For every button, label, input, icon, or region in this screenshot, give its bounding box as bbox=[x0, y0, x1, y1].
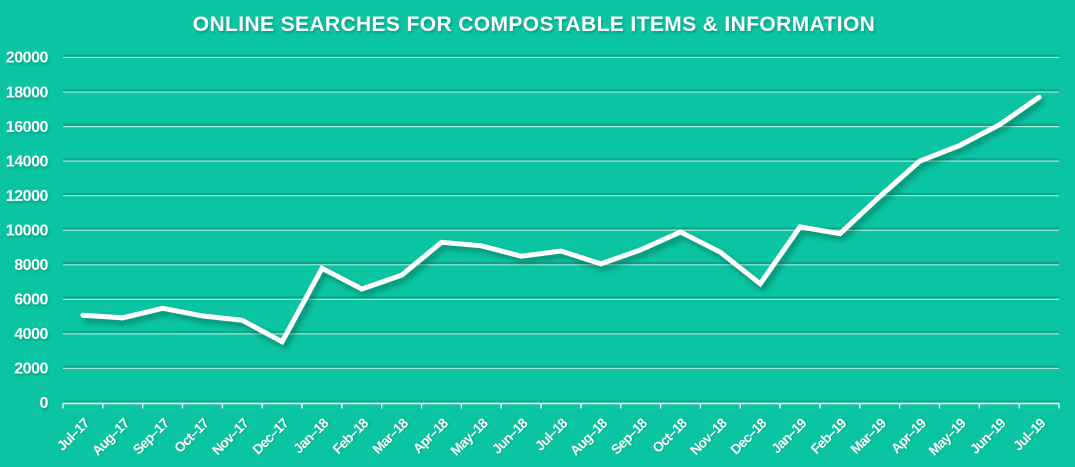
svg-text:Sep–17: Sep–17 bbox=[130, 415, 172, 457]
svg-text:Apr–18: Apr–18 bbox=[410, 415, 451, 456]
svg-text:May–19: May–19 bbox=[926, 415, 969, 458]
svg-text:Jan–18: Jan–18 bbox=[291, 415, 332, 456]
svg-text:Mar–19: Mar–19 bbox=[848, 415, 890, 457]
svg-text:0: 0 bbox=[40, 395, 49, 412]
svg-text:Mar–18: Mar–18 bbox=[370, 415, 412, 457]
svg-text:2000: 2000 bbox=[14, 361, 48, 378]
svg-text:20000: 20000 bbox=[6, 50, 49, 67]
svg-text:16000: 16000 bbox=[6, 119, 49, 136]
svg-text:Sep–18: Sep–18 bbox=[608, 415, 650, 457]
svg-text:Dec–17: Dec–17 bbox=[250, 415, 292, 457]
svg-text:Aug–18: Aug–18 bbox=[567, 415, 610, 458]
svg-text:Jul–18: Jul–18 bbox=[532, 415, 571, 454]
svg-text:8000: 8000 bbox=[14, 257, 48, 274]
svg-text:Jul–19: Jul–19 bbox=[1010, 415, 1049, 454]
svg-text:Jan–19: Jan–19 bbox=[769, 415, 810, 456]
svg-text:12000: 12000 bbox=[6, 188, 49, 205]
svg-text:14000: 14000 bbox=[6, 153, 49, 170]
svg-text:Feb–18: Feb–18 bbox=[330, 415, 372, 457]
svg-text:Oct–17: Oct–17 bbox=[172, 415, 213, 456]
svg-text:Nov–18: Nov–18 bbox=[687, 415, 730, 458]
svg-text:Apr–19: Apr–19 bbox=[888, 415, 929, 456]
svg-text:Dec–18: Dec–18 bbox=[728, 415, 770, 457]
svg-text:Oct–18: Oct–18 bbox=[650, 415, 691, 456]
svg-text:Feb–19: Feb–19 bbox=[808, 415, 850, 457]
svg-text:ONLINE SEARCHES FOR COMPOSTABL: ONLINE SEARCHES FOR COMPOSTABLE ITEMS & … bbox=[193, 13, 875, 36]
svg-text:10000: 10000 bbox=[6, 222, 49, 239]
svg-text:Jun–18: Jun–18 bbox=[489, 415, 531, 457]
svg-text:May–18: May–18 bbox=[448, 415, 491, 458]
svg-text:Nov–17: Nov–17 bbox=[209, 415, 252, 458]
svg-text:Jun–19: Jun–19 bbox=[967, 415, 1009, 457]
svg-text:6000: 6000 bbox=[14, 292, 48, 309]
svg-text:4000: 4000 bbox=[14, 326, 48, 343]
svg-text:Aug–17: Aug–17 bbox=[89, 415, 132, 458]
svg-text:18000: 18000 bbox=[6, 84, 49, 101]
svg-text:Jul–17: Jul–17 bbox=[54, 415, 93, 454]
